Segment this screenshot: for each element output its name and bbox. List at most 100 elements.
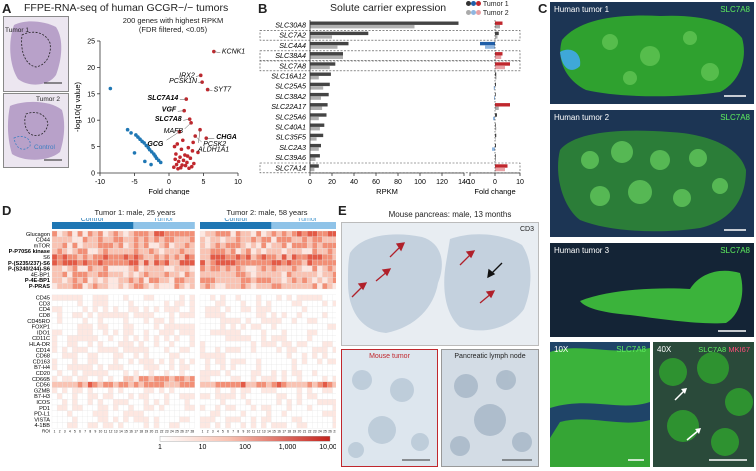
heatmap-cell xyxy=(210,317,216,324)
fold-tick-label: -10 xyxy=(465,179,475,186)
heatmap-cell xyxy=(179,422,185,429)
heatmap-cell xyxy=(92,387,99,394)
heatmap-cell xyxy=(199,323,206,330)
heatmap-col-label: 7 xyxy=(84,430,86,434)
heatmap-cell xyxy=(245,236,252,243)
heatmap-cell xyxy=(250,312,257,319)
heatmap-cell xyxy=(128,329,134,336)
heatmap-cell xyxy=(266,352,272,359)
heatmap-cell xyxy=(51,323,58,330)
heatmap-cell xyxy=(245,323,252,330)
heatmap-cell xyxy=(266,416,272,423)
heatmap-cell xyxy=(286,254,292,261)
heatmap-cell xyxy=(210,300,216,307)
heatmap-cell xyxy=(123,294,129,301)
heatmap-cell xyxy=(301,404,308,411)
heatmap-cell xyxy=(107,306,114,313)
heatmap-col-label: 21 xyxy=(155,430,159,434)
heatmap-cell xyxy=(153,399,160,406)
heatmap-cell xyxy=(281,364,287,371)
heatmap-cell xyxy=(107,242,114,249)
heatmap-cell xyxy=(148,341,155,348)
heatmap-cell xyxy=(220,259,226,266)
colorbar-tick-label: 10,000 xyxy=(319,444,336,451)
heatmap-cell xyxy=(240,312,247,319)
heatmap-cell xyxy=(164,416,170,423)
volcano-label-leader xyxy=(166,131,180,141)
slc-category-label: SLC7A8 xyxy=(279,61,306,70)
zoom-40x-markers: SLC7A8 MKI67 xyxy=(698,345,750,354)
heatmap-cell xyxy=(164,364,170,371)
fold-bar-tumor1 xyxy=(495,143,496,148)
heatmap-cell xyxy=(82,323,88,330)
tumor2-micrograph: Human tumor 2 SLC7A8 xyxy=(550,110,754,237)
heatmap-cell xyxy=(164,230,170,237)
heatmap-cell xyxy=(220,283,226,290)
heatmap-cell xyxy=(286,416,292,423)
heatmap-cell xyxy=(97,323,104,330)
heatmap-cell xyxy=(128,294,134,301)
heatmap-cell xyxy=(317,259,323,266)
heatmap-cell xyxy=(77,277,83,284)
heatmap-cell xyxy=(271,317,277,324)
heatmap-cell xyxy=(240,248,247,255)
heatmap-tumor-label: Tumor xyxy=(153,218,174,223)
heatmap-cell xyxy=(332,381,336,388)
heatmap-cell xyxy=(184,312,190,319)
heatmap-col-label: 18 xyxy=(287,430,291,434)
heatmap-cell xyxy=(153,352,160,359)
heatmap-cell xyxy=(82,248,88,255)
heatmap-cell xyxy=(306,323,313,330)
heatmap-cell xyxy=(82,399,88,406)
panel-a-label: A xyxy=(2,1,12,16)
heatmap-cell xyxy=(220,294,226,301)
mouse-tumor-micrograph: Mouse tumor xyxy=(341,349,438,467)
heatmap-cell xyxy=(276,387,282,394)
heatmap-cell xyxy=(62,242,68,249)
heatmap-cell xyxy=(62,335,68,342)
heatmap-cell xyxy=(276,416,282,423)
heatmap-cell xyxy=(225,283,231,290)
heatmap-cell xyxy=(118,259,124,266)
heatmap-cell xyxy=(266,254,272,261)
heatmap-cell xyxy=(266,277,272,284)
heatmap-cell xyxy=(220,329,226,336)
tumor1-micrograph: Human tumor 1 SLC7A8 xyxy=(550,2,754,104)
volcano-point-down xyxy=(129,131,133,135)
heatmap-cell xyxy=(158,300,165,307)
volcano-label-leader xyxy=(179,98,187,100)
volcano-y-tick-label: 0 xyxy=(91,171,95,178)
heatmap-cell xyxy=(184,242,190,249)
heatmap-cell xyxy=(215,341,221,348)
heatmap-cell xyxy=(107,346,114,353)
heatmap-cell xyxy=(148,370,155,377)
heatmap-cell xyxy=(322,422,328,429)
heatmap-cell xyxy=(332,364,336,371)
heatmap-cell xyxy=(62,265,68,272)
heatmap-cell xyxy=(128,271,134,278)
heatmap-cell xyxy=(82,410,88,417)
heatmap-cell xyxy=(92,236,99,243)
heatmap-col-label: 27 xyxy=(185,430,189,434)
heatmap-col-label: 18 xyxy=(139,430,143,434)
heatmap-cell xyxy=(225,358,231,365)
heatmap-cell xyxy=(143,312,150,319)
heatmap-cell xyxy=(113,352,119,359)
heatmap-cell xyxy=(87,364,93,371)
heatmap-cell xyxy=(133,306,139,313)
heatmap-cell xyxy=(276,283,282,290)
volcano-gene-label: SLC7A14 xyxy=(148,95,179,102)
heatmap-cell xyxy=(204,393,211,400)
heatmap-cell xyxy=(82,346,88,353)
heatmap-cell xyxy=(301,248,308,255)
heatmap-cell xyxy=(327,317,333,324)
heatmap-cell xyxy=(199,341,206,348)
heatmap-cell xyxy=(72,236,78,243)
heatmap-cell xyxy=(133,370,139,377)
heatmap-cell xyxy=(113,364,119,371)
heatmap-cell xyxy=(266,306,272,313)
heatmap-cell xyxy=(286,399,292,406)
heatmap-col-label: 23 xyxy=(313,430,317,434)
heatmap-cell xyxy=(184,300,190,307)
heatmap-cell xyxy=(102,341,109,348)
